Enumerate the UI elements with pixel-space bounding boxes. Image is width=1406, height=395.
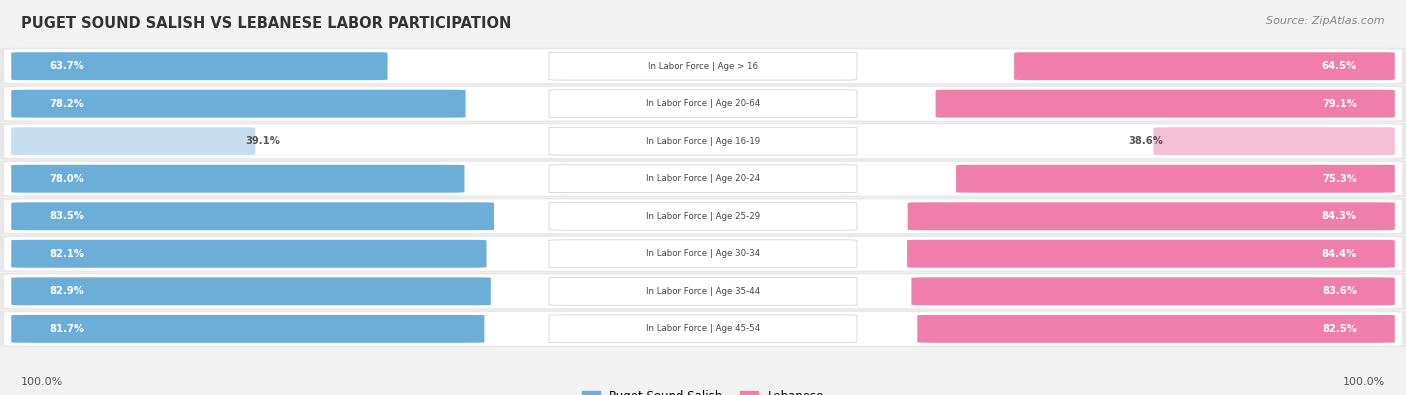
FancyBboxPatch shape: [1153, 127, 1395, 155]
FancyBboxPatch shape: [4, 87, 1402, 120]
Text: In Labor Force | Age 20-64: In Labor Force | Age 20-64: [645, 99, 761, 108]
FancyBboxPatch shape: [0, 123, 1406, 160]
Text: In Labor Force | Age 25-29: In Labor Force | Age 25-29: [645, 212, 761, 221]
FancyBboxPatch shape: [956, 165, 1395, 193]
Text: In Labor Force | Age 20-24: In Labor Force | Age 20-24: [645, 174, 761, 183]
Text: In Labor Force | Age 45-54: In Labor Force | Age 45-54: [645, 324, 761, 333]
FancyBboxPatch shape: [11, 127, 256, 155]
FancyBboxPatch shape: [0, 160, 1406, 197]
Text: 64.5%: 64.5%: [1322, 61, 1357, 71]
Text: PUGET SOUND SALISH VS LEBANESE LABOR PARTICIPATION: PUGET SOUND SALISH VS LEBANESE LABOR PAR…: [21, 16, 512, 31]
FancyBboxPatch shape: [4, 124, 1402, 158]
FancyBboxPatch shape: [11, 52, 388, 80]
FancyBboxPatch shape: [11, 240, 486, 268]
FancyBboxPatch shape: [11, 202, 494, 230]
FancyBboxPatch shape: [907, 240, 1395, 268]
Text: 38.6%: 38.6%: [1129, 136, 1163, 146]
FancyBboxPatch shape: [11, 165, 464, 193]
Text: 82.9%: 82.9%: [49, 286, 84, 296]
FancyBboxPatch shape: [0, 235, 1406, 272]
Text: In Labor Force | Age 35-44: In Labor Force | Age 35-44: [645, 287, 761, 296]
Text: 84.4%: 84.4%: [1322, 249, 1357, 259]
Text: 81.7%: 81.7%: [49, 324, 84, 334]
FancyBboxPatch shape: [0, 310, 1406, 347]
Text: In Labor Force | Age 16-19: In Labor Force | Age 16-19: [645, 137, 761, 146]
Text: 82.5%: 82.5%: [1322, 324, 1357, 334]
Text: 82.1%: 82.1%: [49, 249, 84, 259]
FancyBboxPatch shape: [11, 90, 465, 118]
FancyBboxPatch shape: [11, 277, 491, 305]
FancyBboxPatch shape: [4, 275, 1402, 308]
FancyBboxPatch shape: [11, 315, 485, 343]
Legend: Puget Sound Salish, Lebanese: Puget Sound Salish, Lebanese: [578, 385, 828, 395]
Text: 63.7%: 63.7%: [49, 61, 84, 71]
Text: 78.2%: 78.2%: [49, 99, 84, 109]
FancyBboxPatch shape: [548, 240, 856, 268]
FancyBboxPatch shape: [0, 48, 1406, 85]
FancyBboxPatch shape: [548, 52, 856, 80]
FancyBboxPatch shape: [917, 315, 1395, 343]
FancyBboxPatch shape: [0, 273, 1406, 310]
Text: In Labor Force | Age 30-34: In Labor Force | Age 30-34: [645, 249, 761, 258]
Text: 75.3%: 75.3%: [1322, 174, 1357, 184]
Text: 39.1%: 39.1%: [246, 136, 280, 146]
FancyBboxPatch shape: [548, 202, 856, 230]
FancyBboxPatch shape: [4, 312, 1402, 346]
FancyBboxPatch shape: [0, 198, 1406, 235]
FancyBboxPatch shape: [4, 199, 1402, 233]
FancyBboxPatch shape: [4, 237, 1402, 271]
FancyBboxPatch shape: [908, 202, 1395, 230]
FancyBboxPatch shape: [548, 165, 856, 193]
FancyBboxPatch shape: [911, 277, 1395, 305]
FancyBboxPatch shape: [4, 49, 1402, 83]
Text: 83.5%: 83.5%: [49, 211, 84, 221]
Text: 84.3%: 84.3%: [1322, 211, 1357, 221]
FancyBboxPatch shape: [548, 90, 856, 118]
FancyBboxPatch shape: [0, 85, 1406, 122]
FancyBboxPatch shape: [935, 90, 1395, 118]
FancyBboxPatch shape: [548, 277, 856, 305]
FancyBboxPatch shape: [548, 315, 856, 343]
Text: Source: ZipAtlas.com: Source: ZipAtlas.com: [1267, 16, 1385, 26]
Text: In Labor Force | Age > 16: In Labor Force | Age > 16: [648, 62, 758, 71]
FancyBboxPatch shape: [4, 162, 1402, 196]
FancyBboxPatch shape: [548, 127, 856, 155]
Text: 100.0%: 100.0%: [21, 377, 63, 387]
Text: 100.0%: 100.0%: [1343, 377, 1385, 387]
FancyBboxPatch shape: [1014, 52, 1395, 80]
Text: 78.0%: 78.0%: [49, 174, 84, 184]
Text: 79.1%: 79.1%: [1322, 99, 1357, 109]
Text: 83.6%: 83.6%: [1322, 286, 1357, 296]
